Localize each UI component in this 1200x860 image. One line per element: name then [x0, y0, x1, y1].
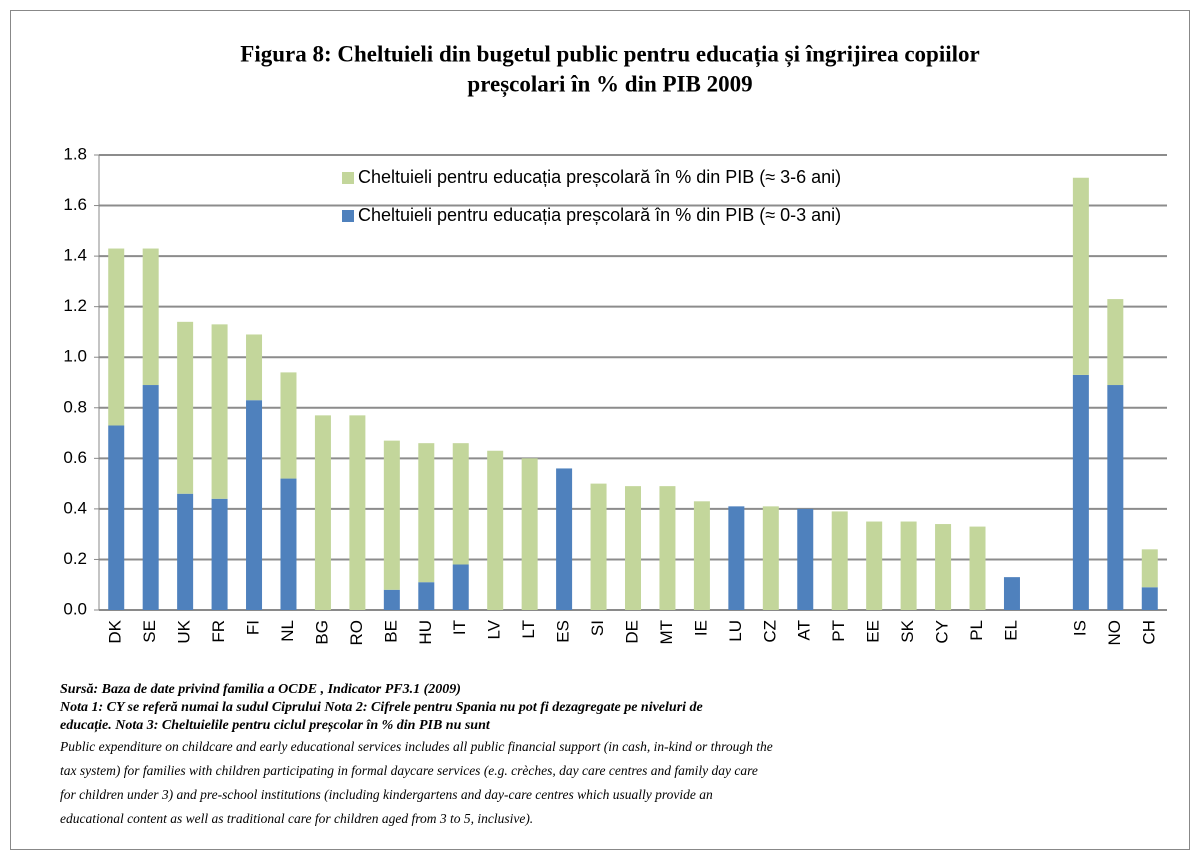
x-tick-label: SI — [588, 620, 607, 636]
x-tick-label: LV — [485, 619, 504, 639]
bar-segment — [383, 589, 400, 610]
bar-segment — [246, 400, 263, 610]
x-tick-label: SK — [898, 619, 917, 642]
x-tick-label: NO — [1105, 620, 1124, 646]
x-tick-label: EL — [1001, 620, 1020, 641]
x-tick-label: FI — [244, 620, 263, 635]
x-tick-label: AT — [795, 620, 814, 640]
y-tick-label: 0.0 — [63, 599, 87, 618]
description: Public expenditure on childcare and earl… — [59, 739, 773, 754]
x-tick-label: LU — [726, 620, 745, 642]
bar-segment — [625, 486, 641, 610]
y-tick-label: 1.6 — [63, 195, 87, 214]
x-tick-label: CY — [933, 620, 952, 644]
x-tick-label: CH — [1139, 620, 1158, 645]
x-tick-label: NL — [278, 620, 297, 642]
chart-title: Figura 8: Cheltuieli din bugetul public … — [240, 41, 979, 67]
bar-segment — [177, 493, 194, 610]
note: educație. Nota 3: Cheltuielile pentru ci… — [60, 718, 491, 733]
description: tax system) for families with children p… — [60, 763, 758, 778]
x-tick-label: FR — [209, 620, 228, 643]
bar-segment — [108, 425, 125, 610]
bar-segment — [280, 372, 297, 479]
frame — [10, 10, 1190, 850]
y-tick-label: 1.0 — [63, 347, 87, 366]
x-tick-label: HU — [416, 620, 435, 645]
bar-segment — [142, 385, 159, 610]
bar-segment — [1107, 385, 1124, 610]
note: Sursă: Baza de date privind familia a OC… — [60, 682, 461, 697]
bar-segment — [1107, 299, 1124, 386]
y-tick-label: 1.8 — [63, 144, 87, 163]
bar-segment — [1141, 587, 1158, 610]
x-tick-label: RO — [347, 620, 366, 646]
x-tick-label: ES — [554, 620, 573, 643]
bar-segment — [1072, 177, 1089, 375]
legend-label: Cheltuieli pentru educația preșcolară în… — [358, 167, 841, 187]
bar-segment — [590, 483, 607, 610]
x-tick-label: UK — [175, 619, 194, 643]
bar-segment — [487, 450, 504, 610]
x-tick-label: MT — [657, 620, 676, 645]
x-tick-label: DE — [622, 620, 641, 644]
bar-segment — [211, 498, 228, 610]
y-tick-label: 0.8 — [63, 397, 87, 416]
legend-swatch — [342, 210, 354, 222]
note: Nota 1: CY se referă numai la sudul Cipr… — [59, 700, 703, 715]
bar-segment — [762, 506, 779, 610]
bar-segment — [452, 443, 469, 565]
bar-segment — [177, 321, 194, 494]
bar-segment — [935, 524, 952, 610]
bar-segment — [556, 468, 573, 610]
bar-segment — [246, 334, 263, 401]
y-tick-label: 1.4 — [63, 246, 87, 265]
bar-segment — [314, 415, 331, 610]
bar-segment — [418, 443, 435, 583]
legend-label: Cheltuieli pentru educația preșcolară în… — [358, 205, 841, 225]
bar-segment — [831, 511, 848, 610]
bar-segment — [900, 521, 917, 610]
x-tick-label: IS — [1070, 620, 1089, 636]
y-tick-label: 0.6 — [63, 448, 87, 467]
chart-title: preșcolari în % din PIB 2009 — [467, 71, 752, 97]
x-tick-label: LT — [519, 620, 538, 639]
bar-segment — [142, 248, 159, 386]
bar-segment — [728, 506, 745, 610]
bar-segment — [349, 415, 366, 610]
description: for children under 3) and pre-school ins… — [60, 787, 713, 802]
bar-segment — [521, 458, 538, 610]
x-tick-label: CZ — [760, 620, 779, 643]
y-tick-label: 0.2 — [63, 549, 87, 568]
y-tick-label: 0.4 — [63, 498, 87, 517]
bar-segment — [1003, 577, 1020, 610]
x-tick-label: BG — [312, 620, 331, 645]
bar-segment — [866, 521, 883, 610]
bar-segment — [693, 501, 710, 610]
bar-segment — [1141, 549, 1158, 588]
x-tick-label: IE — [691, 620, 710, 636]
y-tick-label: 1.2 — [63, 296, 87, 315]
bar-segment — [797, 508, 814, 610]
bar-segment — [418, 582, 435, 610]
x-tick-label: IT — [450, 620, 469, 635]
x-tick-label: SE — [140, 620, 159, 643]
bar-segment — [969, 526, 986, 610]
x-tick-label: DK — [106, 619, 125, 643]
bar-segment — [280, 478, 297, 610]
x-tick-label: EE — [864, 620, 883, 643]
x-tick-label: PT — [829, 620, 848, 642]
bar-segment — [211, 324, 228, 499]
bar-segment — [383, 440, 400, 590]
bar-segment — [659, 486, 676, 610]
bar-segment — [108, 248, 125, 426]
x-tick-label: BE — [381, 620, 400, 643]
bar-segment — [452, 564, 469, 610]
bar-segment — [1072, 374, 1089, 610]
x-tick-label: PL — [967, 620, 986, 641]
legend-swatch — [342, 172, 354, 184]
description: educational content as well as tradition… — [60, 811, 533, 826]
